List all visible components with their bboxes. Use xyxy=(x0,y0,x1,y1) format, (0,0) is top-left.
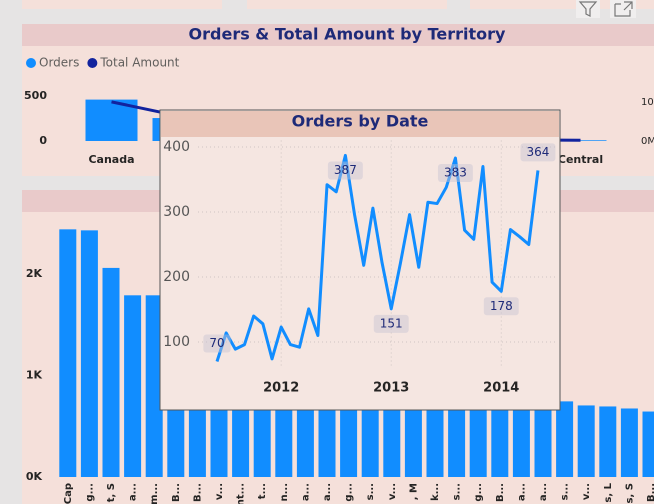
y-tick-label: 500 xyxy=(24,89,47,102)
x-tick-label: a... xyxy=(128,483,139,501)
x-tick-label: s... xyxy=(560,483,571,500)
bar xyxy=(556,401,574,477)
chart-title: Orders & Total Amount by Territory xyxy=(189,25,507,44)
x-tick-label: s, S xyxy=(624,483,635,503)
x-tick-label: v... xyxy=(214,483,225,500)
x-tick-label: a... xyxy=(538,483,549,501)
legend-label: Orders xyxy=(39,56,79,70)
x-tick-label: m... xyxy=(149,483,160,504)
bar xyxy=(145,295,163,477)
legend-marker xyxy=(26,58,36,68)
x-tick-label: B... xyxy=(495,483,506,502)
x-tick-label: n... xyxy=(279,483,290,502)
bar xyxy=(59,229,77,477)
bar xyxy=(124,295,142,477)
bar xyxy=(620,408,638,477)
data-label: 151 xyxy=(380,316,403,330)
x-tick-label: a... xyxy=(300,483,311,501)
popup-header xyxy=(161,111,559,137)
bar xyxy=(491,388,509,477)
bar xyxy=(80,230,98,477)
bar xyxy=(534,396,552,477)
line xyxy=(215,153,540,362)
data-label-box xyxy=(373,314,409,333)
x-tick-label: g... xyxy=(84,483,95,502)
bar xyxy=(599,406,617,477)
x-tick-label: g... xyxy=(344,483,355,502)
x-tick-label: t, S xyxy=(106,483,117,502)
y-tick-label: 0 xyxy=(39,134,47,147)
x-tick-label: s... xyxy=(452,483,463,500)
x-tick-label: B... xyxy=(192,483,203,502)
y-tick-label: 300 xyxy=(163,204,190,220)
card xyxy=(470,0,654,9)
y-tick-label: 1K xyxy=(26,369,43,382)
data-label-box xyxy=(203,334,231,353)
x-tick-label: v... xyxy=(387,483,398,500)
x-tick-label: Central xyxy=(558,153,603,166)
data-label-box xyxy=(520,143,556,162)
x-tick-label: nt... xyxy=(236,483,247,504)
x-tick-label: Canada xyxy=(88,153,134,166)
y-tick-label: 400 xyxy=(163,139,190,155)
data-label: 387 xyxy=(334,163,357,177)
x-tick-label: s... xyxy=(365,483,376,500)
bar xyxy=(554,140,607,141)
y-tick-label: 200 xyxy=(163,269,190,285)
chart-title: Orders by Date xyxy=(292,112,429,131)
data-label: 383 xyxy=(444,166,467,180)
y-tick-label: 0K xyxy=(26,470,43,483)
data-label-box xyxy=(327,161,363,180)
x-tick-label: 2012 xyxy=(263,381,299,396)
x-tick-label: B... xyxy=(646,483,654,502)
data-label-box xyxy=(437,164,473,183)
x-tick-label: a... xyxy=(516,483,527,501)
card xyxy=(22,0,222,9)
x-tick-label: s, L xyxy=(603,482,614,502)
focus-mode-icon[interactable] xyxy=(610,0,636,18)
bar xyxy=(512,392,530,477)
legend-label: Total Amount xyxy=(99,56,179,70)
x-tick-label: 2013 xyxy=(373,381,409,396)
filter-icon[interactable] xyxy=(576,0,600,18)
card xyxy=(247,0,447,9)
y2-tick-label: 10M xyxy=(641,97,654,108)
data-label: 364 xyxy=(526,145,549,159)
y2-tick-label: 0M xyxy=(641,136,654,147)
x-tick-label: , M xyxy=(408,483,419,500)
card-header xyxy=(22,24,654,46)
legend-marker xyxy=(87,58,98,68)
popup-frame xyxy=(159,109,561,411)
bar xyxy=(102,267,120,477)
bar xyxy=(577,405,595,477)
data-label: 178 xyxy=(490,299,513,313)
data-label-box xyxy=(483,297,519,316)
x-tick-label: g... xyxy=(473,483,484,502)
y-tick-label: 2K xyxy=(26,267,43,280)
x-tick-label: 2014 xyxy=(483,381,519,396)
x-tick-label: a... xyxy=(322,483,333,501)
popup: Orders by Date 100 200 300 400 2012 2013 2014 7… xyxy=(159,109,561,411)
x-tick-label: v... xyxy=(581,483,592,500)
y-tick-label: 100 xyxy=(163,334,190,350)
x-tick-label: B... xyxy=(171,483,182,502)
data-label: 70 xyxy=(209,336,224,350)
x-tick-label: k... xyxy=(430,483,441,501)
x-tick-label: Cap xyxy=(63,483,74,504)
x-tick-label: t... xyxy=(257,483,268,499)
bar xyxy=(642,411,654,477)
